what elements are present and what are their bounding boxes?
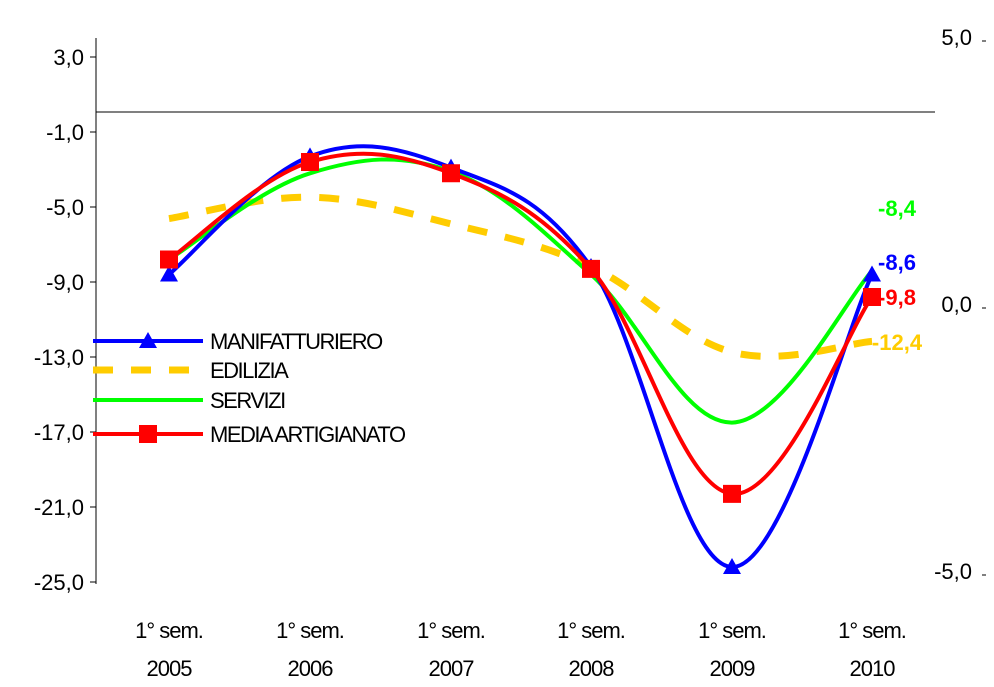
x-label-line1: 1° sem. [417,618,485,643]
end-label-servizi: -8,4 [878,196,917,221]
series-markers [160,147,881,574]
square-marker [442,164,460,183]
left-tick-label: -1,0 [46,120,84,145]
left-tick-label: -5,0 [46,195,84,220]
right-tick-label: -5,0 [934,559,972,584]
x-label-line2: 2007 [429,656,475,681]
left-tick-label: -17,0 [34,420,84,445]
x-label-line2: 2006 [288,656,334,681]
x-label-line1: 1° sem. [698,618,766,643]
right-tick-label: 5,0 [941,25,972,50]
right-axis-ticks: 5,0 0,0 -5,0 [934,25,986,584]
series-line-edilizia [168,193,873,360]
series-line-manifatturiero [167,144,874,570]
x-label-line2: 2005 [147,656,193,681]
square-marker [160,250,178,269]
end-labels: -8,6 -12,4 -8,4 -9,8 [872,196,923,355]
x-label-line1: 1° sem. [838,618,906,643]
legend-label: MEDIA ARTIGIANATO [210,422,406,447]
end-label-edilizia: -12,4 [872,330,923,355]
legend-square-marker [139,425,157,443]
legend-label: SERVIZI [210,388,285,413]
end-label-manifatturiero: -8,6 [878,250,916,275]
left-tick-label: -25,0 [34,570,84,595]
legend-triangle-marker [139,332,157,348]
x-label-line1: 1° sem. [276,618,344,643]
x-axis-labels: 1° sem. 2005 1° sem. 2006 1° sem. 2007 1° sem.… [135,618,907,681]
square-marker [301,153,319,171]
left-tick-label: -21,0 [34,495,84,520]
left-tick-label: 3,0 [53,45,84,70]
square-marker [723,484,741,503]
series-line-servizi [167,157,874,425]
end-label-media-artigianato: -9,8 [878,285,916,310]
square-marker [582,259,600,278]
x-label-line1: 1° sem. [135,618,203,643]
legend: MANIFATTURIERO EDILIZIA SERVIZI MEDIA ARTIG… [93,329,407,447]
triangle-marker [863,265,881,282]
left-tick-label: -9,0 [46,270,84,295]
x-label-line1: 1° sem. [557,618,625,643]
legend-label: MANIFATTURIERO [210,329,383,354]
triangle-marker [160,265,178,282]
x-label-line2: 2010 [850,656,896,681]
x-label-line2: 2008 [569,656,615,681]
left-tick-label: -13,0 [34,345,84,370]
left-axis-ticks: 3,0 -1,0 -5,0 -9,0 -13,0 -17,0 -21,0 -25,0 [34,45,96,595]
series-lines [167,144,874,570]
triangle-marker [723,558,741,574]
square-marker [863,288,881,306]
legend-label: EDILIZIA [210,358,289,383]
right-tick-label: 0,0 [941,292,972,317]
x-label-line2: 2009 [710,656,756,681]
